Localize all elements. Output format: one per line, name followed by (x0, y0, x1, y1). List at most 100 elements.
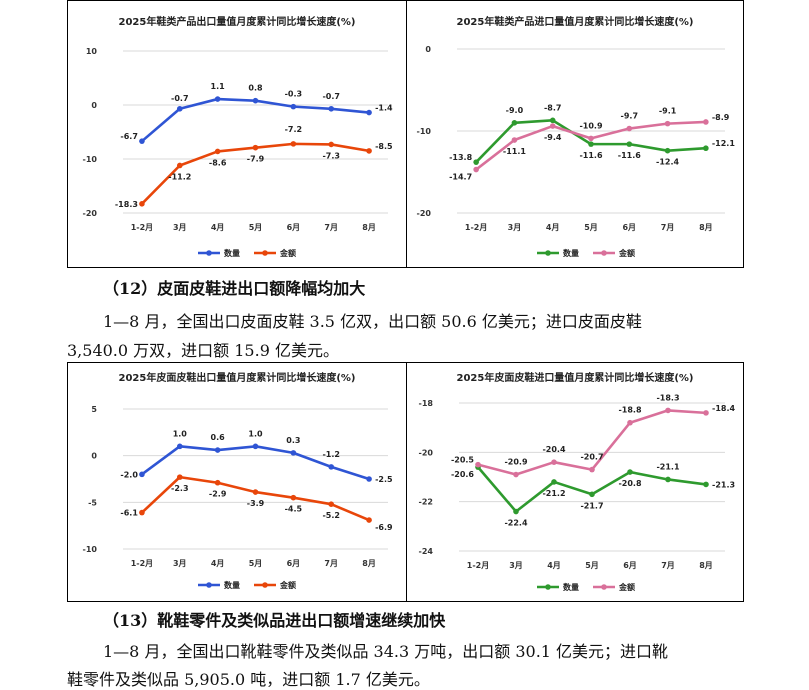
x-tick-label: 4月 (547, 561, 561, 570)
x-tick-label: 4月 (211, 559, 225, 568)
x-tick-label: 5月 (249, 223, 263, 232)
data-point (703, 410, 709, 416)
x-tick-label: 1-2月 (467, 561, 489, 570)
legend-marker (545, 584, 551, 590)
data-label: -13.8 (449, 153, 472, 162)
data-label: 1.1 (211, 82, 226, 91)
x-tick-label: 6月 (623, 561, 637, 570)
data-label: -8.7 (544, 103, 562, 112)
legend-label: 数量 (563, 582, 579, 592)
data-label: -7.9 (247, 155, 265, 164)
data-point (366, 148, 372, 154)
data-label: -9.0 (506, 106, 524, 115)
data-point (627, 419, 633, 426)
legend-label: 数量 (224, 248, 240, 258)
chart-title: 2025年鞋类产品出口量值月度累计同比增长速度(%) (119, 15, 356, 28)
x-tick-label: 7月 (661, 561, 675, 570)
y-tick-label: -18 (419, 399, 434, 408)
data-label: 0.6 (211, 433, 226, 442)
data-label: -10.9 (579, 121, 602, 130)
data-point (290, 494, 297, 501)
data-label: -21.2 (542, 489, 565, 498)
legend-label: 金额 (618, 582, 635, 592)
legend-label: 金额 (279, 580, 296, 590)
data-point (549, 123, 556, 129)
legend-label: 数量 (224, 580, 240, 590)
x-tick-label: 4月 (546, 223, 560, 232)
y-tick-label: -20 (83, 209, 98, 218)
data-point (328, 501, 335, 507)
data-label: -11.6 (618, 151, 641, 160)
data-point (588, 141, 594, 147)
section-12-line-1: 1—8 月，全国出口皮面皮鞋 3.5 亿双，出口额 50.6 亿美元；进口皮面皮… (103, 312, 642, 331)
data-label: -0.7 (322, 92, 340, 101)
x-tick-label: 5月 (249, 559, 263, 568)
data-label: -8.9 (712, 113, 730, 122)
y-tick-label: -10 (83, 545, 98, 554)
data-label: -11.1 (503, 147, 526, 156)
y-tick-label: 0 (425, 45, 431, 54)
chart-leather-shoe-import: 2025年皮面皮鞋进口量值月度累计同比增长速度(%) -24 -22 -20 -18 1-… (419, 371, 736, 592)
section-13-line-1: 1—8 月，全国出口靴鞋零件及类似品 34.3 万吨，出口额 30.1 亿美元；… (103, 642, 669, 661)
y-tick-label: 5 (91, 405, 97, 414)
data-point (214, 96, 221, 102)
data-label: -3.9 (247, 499, 265, 508)
data-point (551, 459, 557, 465)
legend-marker (601, 584, 607, 590)
x-tick-label: 7月 (324, 223, 338, 232)
data-point (176, 162, 183, 169)
x-tick-label: 1-2月 (131, 559, 153, 568)
data-point (665, 476, 671, 483)
chart-panel-footwear-export: 2025年鞋类产品出口量值月度累计同比增长速度(%) -20 -10 0 10 1-2月 3… (67, 0, 407, 268)
data-point (252, 97, 259, 104)
data-label: -2.3 (171, 484, 189, 493)
data-label: -20.8 (618, 479, 641, 488)
data-label: -0.3 (285, 90, 303, 99)
legend-marker (206, 582, 212, 588)
data-point (703, 145, 709, 152)
x-tick-label: 3月 (508, 223, 522, 232)
data-label: -1.2 (322, 450, 340, 459)
data-point (511, 137, 518, 143)
data-point (664, 147, 671, 154)
data-point (627, 469, 633, 475)
section-12-line-2: 3,540.0 万双，进口额 15.9 亿美元。 (67, 341, 339, 360)
data-label: -20.6 (451, 470, 474, 479)
x-tick-label: 8月 (699, 223, 713, 232)
data-point (513, 508, 519, 515)
chart-title: 2025年皮面皮鞋出口量值月度累计同比增长速度(%) (119, 371, 356, 384)
legend-label: 数量 (563, 248, 579, 258)
data-point (252, 144, 259, 151)
section-12-heading: （12）皮面皮鞋进出口额降幅均加大 (103, 279, 366, 298)
data-point (626, 141, 633, 147)
data-label: -18.3 (115, 200, 138, 209)
data-point (214, 479, 221, 486)
chart-footwear-export: 2025年鞋类产品出口量值月度累计同比增长速度(%) -20 -10 0 10 1-2月 3… (83, 15, 393, 258)
chart-panel-leather-shoe-export: 2025年皮面皮鞋出口量值月度累计同比增长速度(%) -10 -5 0 5 1-2月 3月 4… (67, 362, 407, 602)
data-point (589, 466, 595, 473)
data-label: -18.4 (712, 404, 735, 413)
y-tick-label: 10 (86, 47, 98, 56)
y-tick-label: -22 (419, 498, 433, 507)
y-tick-label: -10 (417, 127, 432, 136)
data-point (366, 109, 372, 116)
legend-marker (262, 582, 268, 588)
chart-footwear-import: 2025年鞋类产品进口量值月度累计同比增长速度(%) -20 -10 0 1-2月 3月 4… (417, 15, 736, 258)
data-point (549, 117, 556, 124)
chart-title: 2025年鞋类产品进口量值月度累计同比增长速度(%) (457, 15, 694, 28)
x-tick-label: 1-2月 (465, 223, 487, 232)
y-tick-label: 0 (91, 101, 97, 110)
legend-marker (601, 250, 607, 256)
chart-title: 2025年皮面皮鞋进口量值月度累计同比增长速度(%) (457, 371, 694, 384)
x-tick-label: 7月 (661, 223, 675, 232)
data-point (473, 159, 479, 165)
data-point (214, 447, 221, 453)
x-tick-label: 8月 (362, 559, 376, 568)
data-point (703, 481, 709, 488)
data-label: -5.2 (322, 511, 340, 520)
data-label: -7.3 (322, 151, 340, 160)
data-point (328, 464, 335, 470)
data-point (139, 138, 145, 144)
data-label: 0.3 (286, 436, 300, 445)
data-label: -20.4 (542, 445, 565, 454)
